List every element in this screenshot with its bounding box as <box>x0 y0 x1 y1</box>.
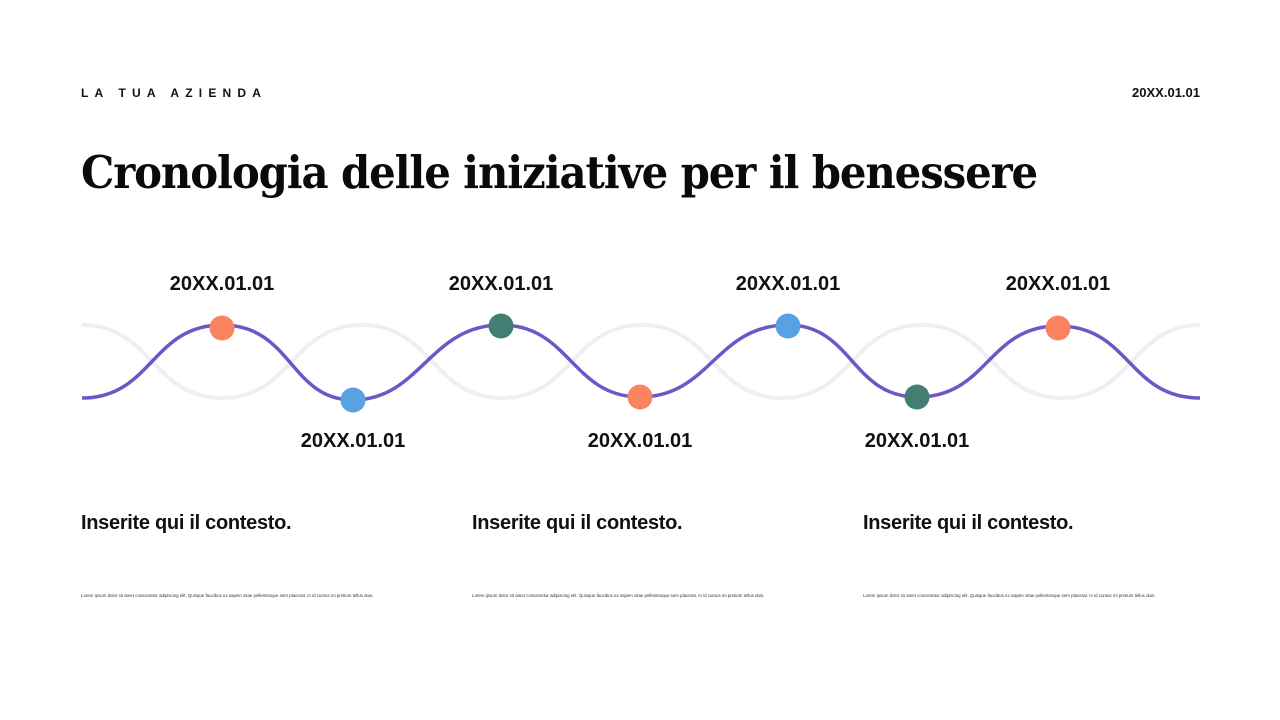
column-body: Lorem ipsum dolor sit amet consectetur a… <box>863 593 1156 598</box>
column-heading: Inserite qui il contesto. <box>81 512 292 534</box>
milestone-date: 20XX.01.01 <box>587 430 693 452</box>
milestone-dot <box>775 313 801 339</box>
company-name: LA TUA AZIENDA <box>81 86 268 100</box>
shadow-wave-line <box>81 322 1201 401</box>
milestone-date: 20XX.01.01 <box>735 273 841 295</box>
context-column-1: Inserite qui il contesto. Lorem ipsum do… <box>81 512 421 598</box>
page-title: Cronologia delle iniziative per il benes… <box>81 146 1038 199</box>
milestone-dot <box>488 313 514 339</box>
context-column-2: Inserite qui il contesto. Lorem ipsum do… <box>472 512 812 598</box>
milestone-dot <box>209 315 235 341</box>
milestone-date: 20XX.01.01 <box>864 430 970 452</box>
context-column-3: Inserite qui il contesto. Lorem ipsum do… <box>863 512 1203 598</box>
column-body: Lorem ipsum dolor sit amet consectetur a… <box>472 593 765 598</box>
milestone-dot <box>627 384 653 410</box>
column-heading: Inserite qui il contesto. <box>472 512 683 534</box>
milestone-date: 20XX.01.01 <box>300 430 406 452</box>
column-heading: Inserite qui il contesto. <box>863 512 1074 534</box>
milestone-date: 20XX.01.01 <box>448 273 554 295</box>
column-body: Lorem ipsum dolor sit amet consectetur a… <box>81 593 374 598</box>
milestone-dot <box>904 384 930 410</box>
milestone-date: 20XX.01.01 <box>169 273 275 295</box>
header-date: 20XX.01.01 <box>1132 85 1200 100</box>
milestone-dot <box>340 387 366 413</box>
milestone-date: 20XX.01.01 <box>1005 273 1111 295</box>
milestone-dot <box>1045 315 1071 341</box>
